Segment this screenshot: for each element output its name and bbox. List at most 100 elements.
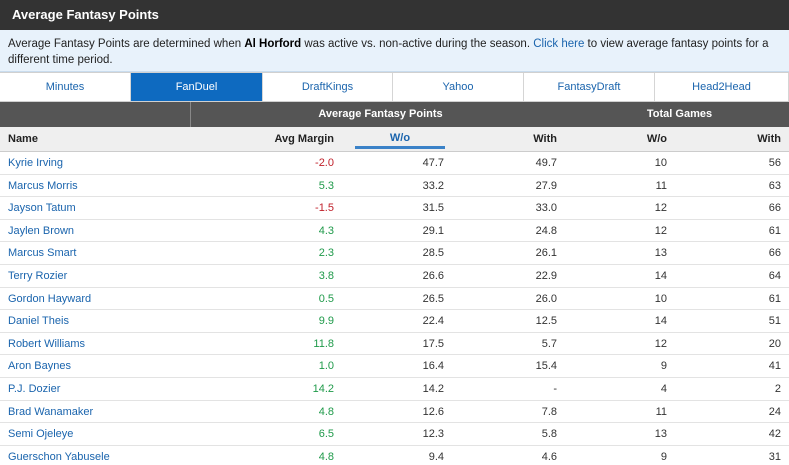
table-row: Gordon Hayward 0.5 26.5 26.0 10 61: [0, 288, 789, 311]
games-wo-cell: 13: [654, 247, 667, 260]
click-here-link[interactable]: Click here: [533, 38, 585, 50]
table-row: Jaylen Brown 4.3 29.1 24.8 12 61: [0, 220, 789, 243]
avg-margin-cell: 0.5: [318, 292, 334, 305]
column-header-avg-margin[interactable]: Avg Margin: [274, 133, 335, 145]
group-header-avg-points: Average Fantasy Points: [190, 102, 570, 127]
player-name-link[interactable]: P.J. Dozier: [8, 382, 61, 395]
column-header-games-with[interactable]: With: [757, 133, 781, 145]
tab-head2head[interactable]: Head2Head: [655, 73, 789, 101]
scoring-tabs: Minutes FanDuel DraftKings Yahoo FantasyDraf…: [0, 72, 789, 102]
with-points-cell: 5.8: [541, 428, 557, 441]
wo-points-cell: 33.2: [422, 179, 444, 192]
games-wo-cell: 11: [655, 405, 667, 418]
avg-margin-cell: -1.5: [315, 202, 334, 215]
column-header-games-wo[interactable]: W/o: [646, 133, 667, 145]
player-name-link[interactable]: Semi Ojeleye: [8, 428, 74, 441]
games-wo-cell: 12: [654, 224, 667, 237]
column-header-name[interactable]: Name: [8, 133, 38, 145]
player-name-link[interactable]: Robert Williams: [8, 337, 86, 350]
column-header-wo[interactable]: W/o: [355, 127, 445, 149]
wo-points-cell: 9.4: [428, 450, 444, 463]
player-name-link[interactable]: Marcus Morris: [8, 179, 78, 192]
table-row: Semi Ojeleye 6.5 12.3 5.8 13 42: [0, 423, 789, 446]
player-name-link[interactable]: Daniel Theis: [8, 315, 69, 328]
avg-margin-cell: 5.3: [318, 179, 334, 192]
table-row: Jayson Tatum -1.5 31.5 33.0 12 66: [0, 197, 789, 220]
table-row: Marcus Smart 2.3 28.5 26.1 13 66: [0, 242, 789, 265]
games-wo-cell: 11: [655, 179, 667, 192]
tab-fantasydraft[interactable]: FantasyDraft: [524, 73, 655, 101]
tab-yahoo[interactable]: Yahoo: [393, 73, 524, 101]
player-name-link[interactable]: Terry Rozier: [8, 269, 68, 282]
avg-margin-cell: 4.3: [318, 224, 334, 237]
avg-margin-cell: 4.8: [318, 450, 334, 463]
wo-points-cell: 29.1: [422, 224, 444, 237]
player-name-link[interactable]: Marcus Smart: [8, 247, 77, 260]
wo-points-cell: 12.6: [422, 405, 444, 418]
with-points-cell: 26.1: [535, 247, 557, 260]
avg-margin-cell: 6.5: [318, 428, 334, 441]
games-wo-cell: 9: [660, 450, 667, 463]
wo-points-cell: 26.5: [422, 292, 444, 305]
tab-draftkings[interactable]: DraftKings: [263, 73, 393, 101]
avg-margin-cell: 9.9: [318, 315, 334, 328]
player-name-link[interactable]: Brad Wanamaker: [8, 405, 94, 418]
info-text-prefix: Average Fantasy Points are determined wh…: [8, 38, 245, 50]
with-points-cell: 15.4: [535, 360, 557, 373]
games-with-cell: 66: [768, 247, 781, 260]
player-name-link[interactable]: Jaylen Brown: [8, 224, 75, 237]
avg-margin-cell: 2.3: [318, 247, 334, 260]
player-name-link[interactable]: Aron Baynes: [8, 360, 71, 373]
table-row: Brad Wanamaker 4.8 12.6 7.8 11 24: [0, 401, 789, 424]
panel-title: Average Fantasy Points: [0, 0, 789, 30]
games-with-cell: 51: [768, 315, 781, 328]
wo-points-cell: 12.3: [422, 428, 444, 441]
with-points-cell: 27.9: [535, 179, 557, 192]
wo-points-cell: 17.5: [422, 337, 444, 350]
table-row: Marcus Morris 5.3 33.2 27.9 11 63: [0, 175, 789, 198]
avg-margin-cell: 11.8: [313, 337, 334, 350]
games-with-cell: 61: [768, 292, 781, 305]
player-name-link[interactable]: Kyrie Irving: [8, 157, 64, 169]
wo-points-cell: 14.2: [422, 382, 444, 395]
games-wo-cell: 12: [654, 202, 667, 215]
player-name-link[interactable]: Gordon Hayward: [8, 292, 92, 305]
player-name-link[interactable]: Guerschon Yabusele: [8, 450, 110, 463]
with-points-cell: 5.7: [541, 337, 557, 350]
games-wo-cell: 14: [654, 315, 667, 328]
tab-minutes[interactable]: Minutes: [0, 73, 131, 101]
games-with-cell: 24: [768, 405, 781, 418]
column-header-with[interactable]: With: [533, 133, 557, 145]
info-player-name: Al Horford: [244, 38, 302, 50]
games-with-cell: 2: [774, 382, 781, 395]
info-text-middle: was active vs. non-active during the sea…: [301, 38, 534, 50]
games-with-cell: 56: [768, 157, 781, 169]
with-points-cell: 4.6: [541, 450, 557, 463]
games-wo-cell: 13: [654, 428, 667, 441]
table-row: Guerschon Yabusele 4.8 9.4 4.6 9 31: [0, 446, 789, 465]
games-with-cell: 42: [768, 428, 781, 441]
wo-points-cell: 26.6: [422, 269, 444, 282]
avg-margin-cell: 4.8: [318, 405, 334, 418]
games-with-cell: 66: [768, 202, 781, 215]
avg-margin-cell: 3.8: [318, 269, 334, 282]
info-banner: Average Fantasy Points are determined wh…: [0, 30, 789, 72]
avg-margin-cell: 1.0: [318, 360, 334, 373]
games-wo-cell: 9: [660, 360, 667, 373]
table-row: Aron Baynes 1.0 16.4 15.4 9 41: [0, 355, 789, 378]
wo-points-cell: 22.4: [422, 315, 444, 328]
games-with-cell: 64: [768, 269, 781, 282]
with-points-cell: 24.8: [535, 224, 557, 237]
group-header-total-games: Total Games: [646, 108, 713, 120]
avg-margin-cell: -2.0: [315, 157, 334, 169]
tab-fanduel[interactable]: FanDuel: [131, 73, 263, 101]
with-points-cell: 33.0: [535, 202, 557, 215]
with-points-cell: 7.8: [541, 405, 557, 418]
games-wo-cell: 14: [654, 269, 667, 282]
games-wo-cell: 12: [654, 337, 667, 350]
info-text-suffix: to view average fantasy points for a dif…: [8, 38, 769, 66]
player-name-link[interactable]: Jayson Tatum: [8, 202, 76, 215]
table-row: Kyrie Irving -2.0 47.7 49.7 10 56: [0, 152, 789, 175]
player-table-body: Kyrie Irving -2.0 47.7 49.7 10 56 Marcus Morri…: [0, 152, 789, 465]
avg-margin-cell: 14.2: [312, 382, 334, 395]
